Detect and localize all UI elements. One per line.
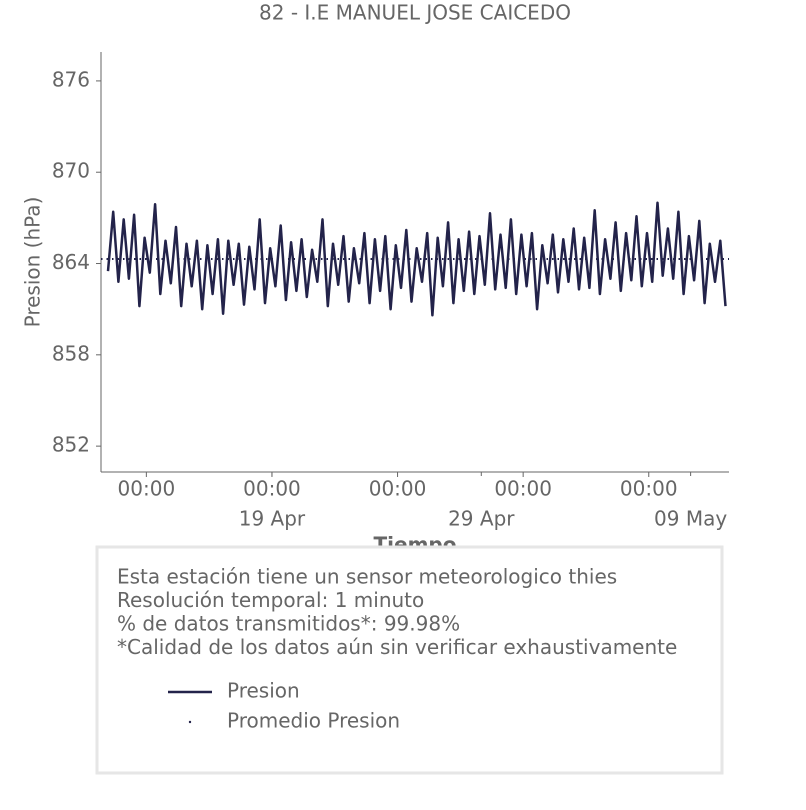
x-tick-label: 00:00: [243, 477, 301, 501]
info-text: Resolución temporal: 1 minuto: [117, 588, 424, 612]
info-box: [95, 545, 724, 775]
info-text: Esta estación tiene un sensor meteorolog…: [117, 565, 617, 589]
legend-label: Presion: [227, 679, 300, 703]
y-axis-label: Presion (hPa): [21, 197, 45, 328]
data-line: [106, 201, 727, 317]
legend-label: Promedio Presion: [227, 709, 400, 733]
x-minor-tick-label: 29 Apr: [448, 507, 515, 531]
x-minor-tick-label: 19 Apr: [239, 507, 306, 531]
x-tick-label: 00:00: [369, 477, 427, 501]
info-text: *Calidad de los datos aún sin verificar …: [117, 635, 677, 659]
y-tick-label: 870: [52, 159, 90, 183]
x-tick-label: 00:00: [620, 477, 678, 501]
legend-swatch: [188, 720, 192, 724]
x-minor-tick-label: 09 May: [654, 507, 727, 531]
x-tick-label: 00:00: [118, 477, 176, 501]
y-tick-label: 858: [52, 341, 90, 365]
chart-title: 82 - I.E MANUEL JOSE CAICEDO: [259, 1, 571, 25]
x-tick-label: 00:00: [494, 477, 552, 501]
y-tick-label: 876: [52, 67, 90, 91]
info-text: % de datos transmitidos*: 99.98%: [117, 612, 460, 636]
y-tick-label: 864: [52, 250, 90, 274]
y-tick-label: 852: [52, 433, 90, 457]
